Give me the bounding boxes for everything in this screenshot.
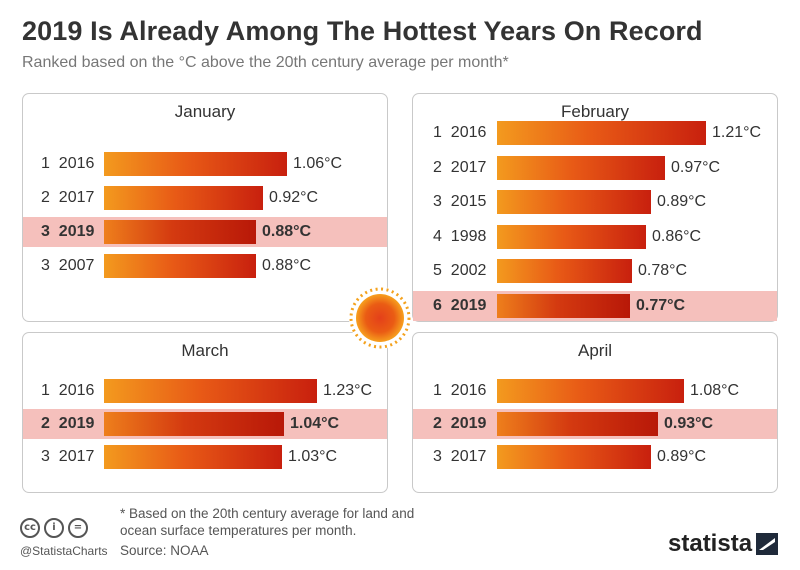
sun-icon xyxy=(349,287,411,349)
highlighted-row: 6 2019 0.77°C xyxy=(413,290,777,321)
value-label: 1.06°C xyxy=(293,155,343,172)
table-row: 1 2016 1.06°C xyxy=(23,149,387,179)
bar xyxy=(104,152,287,176)
value-label: 0.78°C xyxy=(638,262,688,279)
chart-title: 2019 Is Already Among The Hottest Years … xyxy=(22,16,703,46)
table-row: 1 2016 1.08°C xyxy=(413,376,777,406)
bar xyxy=(497,190,651,214)
rank-year-label: 3 2019 xyxy=(41,223,95,240)
brand-logo-text[interactable]: statista xyxy=(668,530,753,557)
table-row: 3 2017 1.03°C xyxy=(23,442,387,472)
rank-year-label: 1 2016 xyxy=(41,155,95,172)
rank-year-label: 3 2017 xyxy=(433,448,487,465)
value-label: 0.89°C xyxy=(657,448,707,465)
panel-january: January 1 2016 1.06°C 2 2017 0.92°C 3 2019 0.8… xyxy=(22,93,388,322)
table-row: 3 2017 0.89°C xyxy=(413,442,777,472)
table-row: 1 2016 1.21°C xyxy=(413,118,777,148)
value-label: 0.97°C xyxy=(671,158,721,176)
license-icons: cc i = xyxy=(20,518,88,538)
rank-year-label: 2 2017 xyxy=(433,158,487,176)
bar xyxy=(104,254,256,278)
bar xyxy=(497,379,684,403)
panel-title: April xyxy=(577,341,612,360)
rank-year-label: 2 2017 xyxy=(41,189,95,206)
bar xyxy=(497,155,665,180)
table-row: 2 2017 0.97°C xyxy=(413,153,777,183)
rank-year-label: 3 2017 xyxy=(41,448,95,465)
bar xyxy=(497,293,630,318)
value-label: 0.88°C xyxy=(262,223,312,240)
highlighted-row: 2 2019 1.04°C xyxy=(23,409,387,439)
bar xyxy=(104,186,263,210)
bar xyxy=(497,445,651,469)
rank-year-label: 4 1998 xyxy=(433,227,487,245)
panel-title: March xyxy=(181,341,229,360)
social-handle[interactable]: @StatistaCharts xyxy=(20,544,108,558)
bar xyxy=(497,121,706,145)
no-derivatives-icon: = xyxy=(68,518,88,538)
rank-year-label: 2 2019 xyxy=(433,415,487,432)
value-label: 0.88°C xyxy=(262,257,312,274)
panel-title: February xyxy=(560,102,630,121)
value-label: 0.92°C xyxy=(269,189,319,206)
panel-april: April 1 2016 1.08°C 2 2019 0.93°C 3 2017 0.89°… xyxy=(412,332,778,493)
rank-year-label: 3 2007 xyxy=(41,257,95,274)
value-label: 0.86°C xyxy=(652,227,702,245)
rank-year-label: 1 2016 xyxy=(41,382,95,399)
value-label: 1.21°C xyxy=(712,124,762,141)
footnote: * Based on the 20th century average for … xyxy=(120,506,415,538)
table-row: 1 2016 1.23°C xyxy=(23,376,387,406)
source-note: Source: NOAA xyxy=(120,543,209,558)
rank-year-label: 2 2019 xyxy=(41,415,95,432)
highlighted-row: 2 2019 0.93°C xyxy=(413,409,777,439)
chart-subtitle: Ranked based on the °C above the 20th ce… xyxy=(22,54,509,71)
bar xyxy=(497,412,658,436)
rank-year-label: 6 2019 xyxy=(433,296,487,314)
panel-march: March 1 2016 1.23°C 2 2019 1.04°C 3 2017 1.03°… xyxy=(22,332,388,493)
value-label: 1.04°C xyxy=(290,415,340,432)
attribution-icon: i xyxy=(44,518,64,538)
panel-title: January xyxy=(174,102,236,121)
highlighted-row: 3 2019 0.88°C xyxy=(23,217,387,247)
value-label: 0.93°C xyxy=(664,415,714,432)
value-label: 1.08°C xyxy=(690,382,740,399)
rank-year-label: 1 2016 xyxy=(433,382,487,399)
table-row: 3 2015 0.89°C xyxy=(413,187,777,217)
value-label: 0.89°C xyxy=(657,193,707,210)
value-label: 0.77°C xyxy=(636,296,686,314)
brand-logo-icon[interactable] xyxy=(756,533,778,555)
table-row: 5 2002 0.78°C xyxy=(413,256,777,286)
value-label: 1.23°C xyxy=(323,382,373,399)
bar xyxy=(104,445,282,469)
value-label: 1.03°C xyxy=(288,448,338,465)
bar xyxy=(104,412,284,436)
bar xyxy=(104,379,317,403)
rank-year-label: 3 2015 xyxy=(433,193,487,210)
bar xyxy=(497,259,632,283)
table-row: 3 2007 0.88°C xyxy=(23,251,387,281)
table-row: 4 1998 0.86°C xyxy=(413,222,777,252)
panel-february: February 1 2016 1.21°C 2 2017 0.97°C 3 2015 0.… xyxy=(412,93,778,322)
bar xyxy=(497,224,646,249)
cc-icon: cc xyxy=(20,518,40,538)
table-row: 2 2017 0.92°C xyxy=(23,183,387,213)
bar xyxy=(104,220,256,244)
rank-year-label: 5 2002 xyxy=(433,262,487,279)
rank-year-label: 1 2016 xyxy=(433,124,487,141)
